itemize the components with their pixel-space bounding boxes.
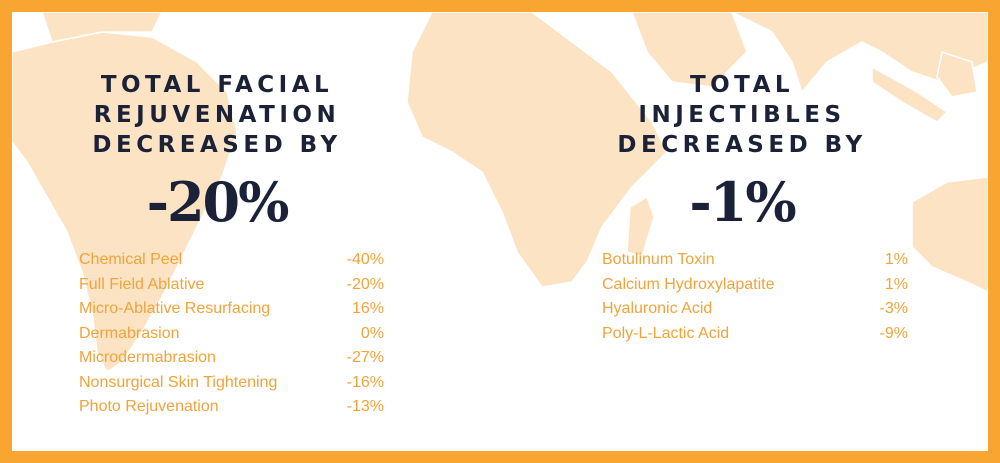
procedure-label: Microdermabrasion bbox=[79, 349, 216, 366]
australia-shape bbox=[911, 176, 988, 293]
injectible-list: Botulinum Toxin 1% Calcium Hydroxylapatit… bbox=[602, 248, 908, 346]
procedure-label: Dermabrasion bbox=[79, 324, 180, 342]
heading-line: TOTAL FACIAL bbox=[100, 72, 334, 98]
list-item: Poly-L-Lactic Acid -9% bbox=[602, 322, 908, 347]
list-item: Nonsurgical Skin Tightening -16% bbox=[79, 371, 384, 396]
list-item: Botulinum Toxin 1% bbox=[602, 248, 908, 273]
list-item: Calcium Hydroxylapatite 1% bbox=[602, 273, 908, 298]
injectible-value: 1% bbox=[884, 275, 908, 293]
list-item: Chemical Peel -40% bbox=[79, 248, 384, 273]
procedure-value: -13% bbox=[346, 398, 384, 415]
list-item: Full Field Ablative -20% bbox=[79, 273, 384, 298]
injectible-value: 1% bbox=[884, 251, 908, 268]
injectible-label: Hyaluronic Acid bbox=[602, 300, 713, 317]
africa-shape bbox=[406, 12, 668, 288]
procedure-label: Full Field Ablative bbox=[79, 275, 205, 293]
heading-line: DECREASED BY bbox=[92, 132, 342, 158]
madagascar-shape bbox=[626, 195, 655, 258]
heading-line: DECREASED BY bbox=[617, 132, 867, 158]
injectible-value: -3% bbox=[879, 300, 908, 317]
list-item: Photo Rejuvenation -13% bbox=[79, 395, 384, 420]
central-america-shape bbox=[41, 12, 163, 43]
procedure-value: -27% bbox=[346, 349, 384, 366]
procedure-value: -16% bbox=[346, 373, 384, 391]
injectibles-total: -1% bbox=[689, 170, 796, 234]
procedure-value: 16% bbox=[351, 300, 384, 317]
injectible-label: Botulinum Toxin bbox=[602, 251, 715, 268]
injectible-label: Poly-L-Lactic Acid bbox=[602, 324, 730, 342]
list-item: Microdermabrasion -27% bbox=[79, 346, 384, 371]
borneo-shape bbox=[936, 51, 978, 98]
facial-rejuvenation-total: -20% bbox=[146, 170, 290, 234]
injectibles-heading: TOTAL INJECTIBLES DECREASED BY bbox=[592, 70, 892, 160]
list-item: Hyaluronic Acid -3% bbox=[602, 297, 908, 322]
procedure-label: Photo Rejuvenation bbox=[79, 398, 219, 415]
arabia-shape bbox=[631, 12, 748, 88]
world-map-background bbox=[12, 12, 988, 374]
heading-line: REJUVENATION bbox=[93, 102, 341, 128]
facial-rejuvenation-heading: TOTAL FACIAL REJUVENATION DECREASED BY bbox=[72, 70, 362, 160]
procedure-label: Chemical Peel bbox=[79, 251, 183, 268]
procedure-label: Nonsurgical Skin Tightening bbox=[79, 373, 278, 391]
procedure-label: Micro-Ablative Resurfacing bbox=[79, 300, 271, 317]
injectible-label: Calcium Hydroxylapatite bbox=[602, 275, 775, 293]
sumatra-shape bbox=[871, 65, 949, 123]
facial-procedure-list: Chemical Peel -40% Full Field Ablative -20… bbox=[79, 248, 384, 420]
list-item: Dermabrasion 0% bbox=[79, 322, 384, 347]
south-america-shape bbox=[12, 31, 238, 374]
heading-line: INJECTIBLES bbox=[638, 102, 846, 128]
heading-line: TOTAL bbox=[689, 72, 795, 98]
list-item: Micro-Ablative Resurfacing 16% bbox=[79, 297, 384, 322]
procedure-value: -40% bbox=[346, 251, 384, 268]
asia-shape bbox=[731, 12, 988, 94]
procedure-value: -20% bbox=[346, 275, 384, 293]
injectible-value: -9% bbox=[879, 324, 908, 342]
procedure-value: 0% bbox=[360, 324, 384, 342]
